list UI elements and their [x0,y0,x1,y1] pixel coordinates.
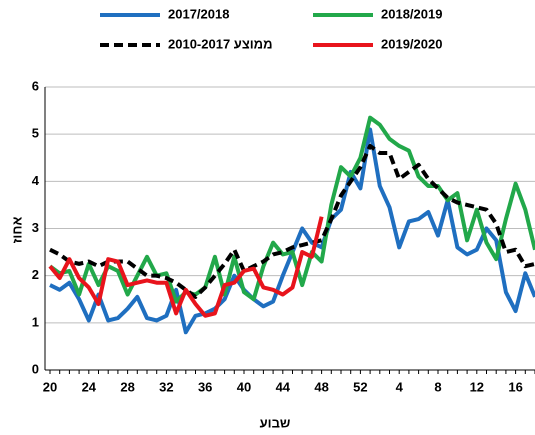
x-tick-label: 8 [434,379,441,394]
x-tick-label: 36 [198,379,212,394]
x-tick-label: 28 [120,379,134,394]
y-tick-label: 3 [32,220,39,235]
series-line [49,127,535,335]
legend-label: 2017/2018 [168,6,229,21]
series-line [49,143,535,299]
x-tick-label: 52 [353,379,367,394]
y-tick-label: 6 [32,78,39,93]
x-tick-label: 44 [276,379,291,394]
x-tick-label: 12 [470,379,484,394]
x-tick-label: 48 [314,379,328,394]
legend-label: 2018/2019 [381,6,442,21]
x-tick-label: 16 [508,379,522,394]
y-axis-label: אחוז [9,217,24,244]
x-tick-label: 32 [159,379,173,394]
legend-label: ממוצע 2010-2017 [168,36,273,51]
x-tick-label: 40 [237,379,251,394]
x-tick-label: 24 [82,379,97,394]
y-tick-label: 2 [32,267,39,282]
x-tick-label: 20 [43,379,57,394]
y-tick-label: 1 [32,314,39,329]
series-line [48,115,535,304]
legend-label: 2019/2020 [381,36,442,51]
y-tick-label: 5 [32,126,39,141]
x-tick-label: 4 [396,379,404,394]
series-line [48,216,324,318]
y-tick-label: 4 [32,173,40,188]
x-axis-label: שבוע [260,415,291,430]
y-tick-label: 0 [32,361,39,376]
